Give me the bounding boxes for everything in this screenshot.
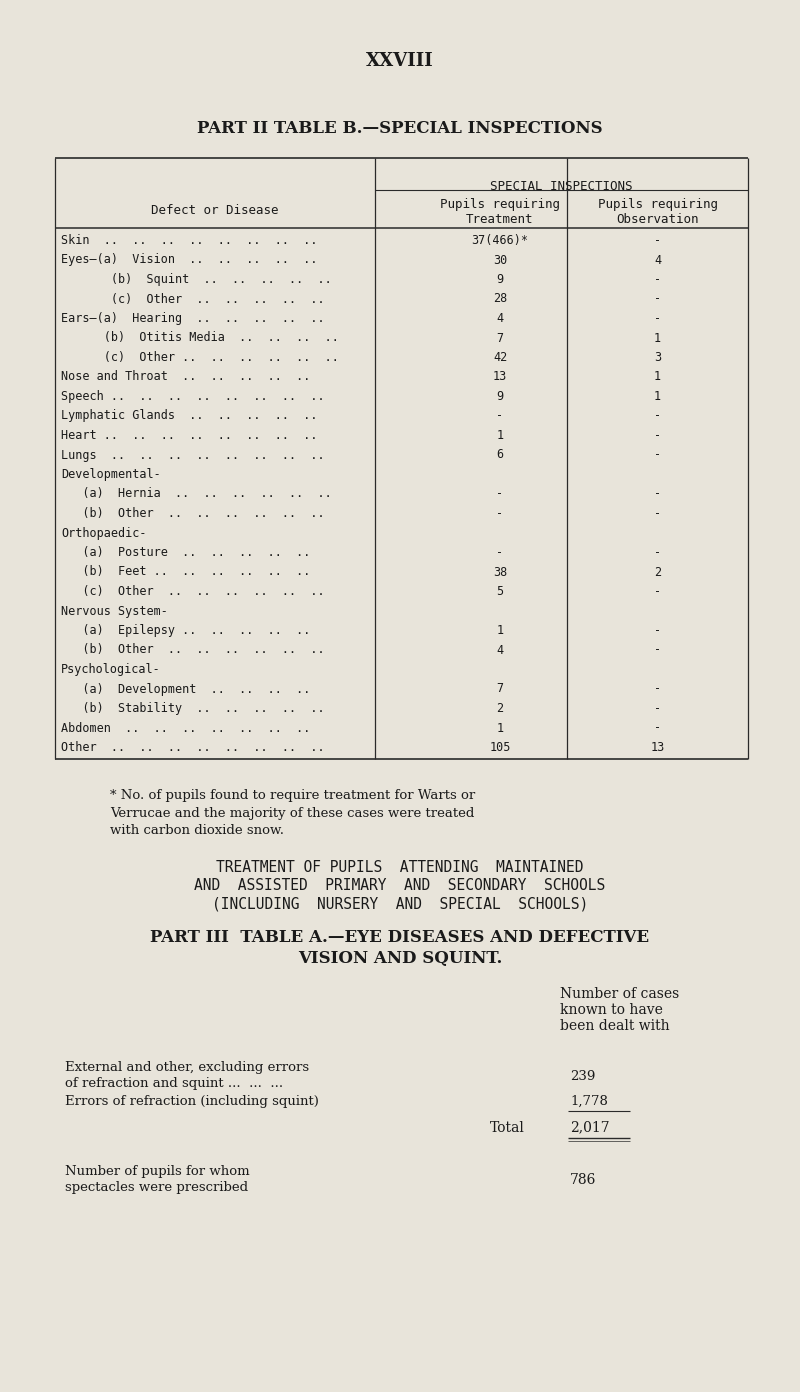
Text: 13: 13 — [650, 741, 665, 754]
Text: -: - — [654, 273, 661, 285]
Text: XXVIII: XXVIII — [366, 52, 434, 70]
Text: 4: 4 — [497, 643, 503, 657]
Text: 2: 2 — [497, 702, 503, 715]
Text: (a)  Epilepsy ..  ..  ..  ..  ..: (a) Epilepsy .. .. .. .. .. — [61, 624, 310, 638]
Text: (b)  Squint  ..  ..  ..  ..  ..: (b) Squint .. .. .. .. .. — [61, 273, 332, 285]
Text: -: - — [654, 448, 661, 462]
Text: (b)  Stability  ..  ..  ..  ..  ..: (b) Stability .. .. .. .. .. — [61, 702, 325, 715]
Text: Lymphatic Glands  ..  ..  ..  ..  ..: Lymphatic Glands .. .. .. .. .. — [61, 409, 318, 423]
Text: Ears–(a)  Hearing  ..  ..  ..  ..  ..: Ears–(a) Hearing .. .. .. .. .. — [61, 312, 325, 324]
Text: 105: 105 — [490, 741, 510, 754]
Text: 4: 4 — [654, 253, 661, 266]
Text: -: - — [654, 624, 661, 638]
Text: VISION AND SQUINT.: VISION AND SQUINT. — [298, 951, 502, 967]
Text: Defect or Disease: Defect or Disease — [151, 205, 278, 217]
Text: Number of pupils for whom: Number of pupils for whom — [65, 1165, 250, 1178]
Text: 30: 30 — [493, 253, 507, 266]
Text: (c)  Other  ..  ..  ..  ..  ..  ..: (c) Other .. .. .. .. .. .. — [61, 585, 325, 599]
Text: 28: 28 — [493, 292, 507, 305]
Text: 38: 38 — [493, 565, 507, 579]
Text: Psychological-: Psychological- — [61, 663, 161, 677]
Text: AND  ASSISTED  PRIMARY  AND  SECONDARY  SCHOOLS: AND ASSISTED PRIMARY AND SECONDARY SCHOO… — [194, 878, 606, 894]
Text: Abdomen  ..  ..  ..  ..  ..  ..  ..: Abdomen .. .. .. .. .. .. .. — [61, 721, 310, 735]
Text: Orthopaedic-: Orthopaedic- — [61, 526, 146, 540]
Text: (b)  Other  ..  ..  ..  ..  ..  ..: (b) Other .. .. .. .. .. .. — [61, 507, 325, 521]
Text: (a)  Posture  ..  ..  ..  ..  ..: (a) Posture .. .. .. .. .. — [61, 546, 310, 560]
Text: Verrucae and the majority of these cases were treated: Verrucae and the majority of these cases… — [110, 806, 474, 820]
Text: 1: 1 — [654, 331, 661, 344]
Text: -: - — [654, 234, 661, 246]
Text: 1: 1 — [497, 624, 503, 638]
Text: (b)  Feet ..  ..  ..  ..  ..  ..: (b) Feet .. .. .. .. .. .. — [61, 565, 310, 579]
Text: SPECIAL INSPECTIONS: SPECIAL INSPECTIONS — [490, 180, 633, 193]
Text: -: - — [654, 409, 661, 423]
Text: 2,017: 2,017 — [570, 1121, 610, 1134]
Text: TREATMENT OF PUPILS  ATTENDING  MAINTAINED: TREATMENT OF PUPILS ATTENDING MAINTAINED — [216, 860, 584, 876]
Text: Nervous System-: Nervous System- — [61, 604, 168, 618]
Text: 5: 5 — [497, 585, 503, 599]
Text: Eyes–(a)  Vision  ..  ..  ..  ..  ..: Eyes–(a) Vision .. .. .. .. .. — [61, 253, 318, 266]
Text: Pupils requiring
Treatment: Pupils requiring Treatment — [440, 198, 560, 226]
Text: 13: 13 — [493, 370, 507, 384]
Text: * No. of pupils found to require treatment for Warts or: * No. of pupils found to require treatme… — [110, 788, 475, 802]
Text: Other  ..  ..  ..  ..  ..  ..  ..  ..: Other .. .. .. .. .. .. .. .. — [61, 741, 325, 754]
Text: -: - — [654, 507, 661, 521]
Text: Errors of refraction (including squint): Errors of refraction (including squint) — [65, 1094, 319, 1108]
Text: 786: 786 — [570, 1173, 596, 1187]
Text: PART III  TABLE A.—EYE DISEASES AND DEFECTIVE: PART III TABLE A.—EYE DISEASES AND DEFEC… — [150, 928, 650, 945]
Text: -: - — [654, 487, 661, 501]
Text: -: - — [654, 429, 661, 443]
Text: 1: 1 — [497, 721, 503, 735]
Text: -: - — [497, 409, 503, 423]
Text: 6: 6 — [497, 448, 503, 462]
Text: Developmental-: Developmental- — [61, 468, 161, 482]
Text: 1,778: 1,778 — [570, 1094, 608, 1108]
Text: -: - — [654, 292, 661, 305]
Text: Nose and Throat  ..  ..  ..  ..  ..: Nose and Throat .. .. .. .. .. — [61, 370, 310, 384]
Text: 2: 2 — [654, 565, 661, 579]
Text: 9: 9 — [497, 390, 503, 404]
Text: spectacles were prescribed: spectacles were prescribed — [65, 1182, 248, 1194]
Text: External and other, excluding errors: External and other, excluding errors — [65, 1061, 309, 1073]
Text: 1: 1 — [497, 429, 503, 443]
Text: Heart ..  ..  ..  ..  ..  ..  ..  ..: Heart .. .. .. .. .. .. .. .. — [61, 429, 318, 443]
Text: Lungs  ..  ..  ..  ..  ..  ..  ..  ..: Lungs .. .. .. .. .. .. .. .. — [61, 448, 325, 462]
Text: -: - — [654, 585, 661, 599]
Text: -: - — [497, 546, 503, 560]
Text: (b)  Otitis Media  ..  ..  ..  ..: (b) Otitis Media .. .. .. .. — [61, 331, 339, 344]
Text: 42: 42 — [493, 351, 507, 363]
Text: 1: 1 — [654, 390, 661, 404]
Text: 4: 4 — [497, 312, 503, 324]
Text: -: - — [654, 682, 661, 696]
Text: (a)  Development  ..  ..  ..  ..: (a) Development .. .. .. .. — [61, 682, 310, 696]
Text: (c)  Other  ..  ..  ..  ..  ..: (c) Other .. .. .. .. .. — [61, 292, 325, 305]
Text: (a)  Hernia  ..  ..  ..  ..  ..  ..: (a) Hernia .. .. .. .. .. .. — [61, 487, 332, 501]
Text: 239: 239 — [570, 1069, 595, 1083]
Text: with carbon dioxide snow.: with carbon dioxide snow. — [110, 824, 284, 838]
Text: Speech ..  ..  ..  ..  ..  ..  ..  ..: Speech .. .. .. .. .. .. .. .. — [61, 390, 325, 404]
Text: -: - — [497, 487, 503, 501]
Text: 37(466)*: 37(466)* — [471, 234, 529, 246]
Text: 7: 7 — [497, 682, 503, 696]
Text: Skin  ..  ..  ..  ..  ..  ..  ..  ..: Skin .. .. .. .. .. .. .. .. — [61, 234, 318, 246]
Text: -: - — [654, 643, 661, 657]
Text: 1: 1 — [654, 370, 661, 384]
Text: Total: Total — [490, 1121, 525, 1134]
Text: PART II TABLE B.—SPECIAL INSPECTIONS: PART II TABLE B.—SPECIAL INSPECTIONS — [197, 120, 603, 136]
Text: (b)  Other  ..  ..  ..  ..  ..  ..: (b) Other .. .. .. .. .. .. — [61, 643, 325, 657]
Text: -: - — [654, 546, 661, 560]
Text: -: - — [497, 507, 503, 521]
Text: -: - — [654, 702, 661, 715]
Text: -: - — [654, 312, 661, 324]
Text: of refraction and squint ...  ...  ...: of refraction and squint ... ... ... — [65, 1077, 283, 1090]
Text: 7: 7 — [497, 331, 503, 344]
Text: Pupils requiring
Observation: Pupils requiring Observation — [598, 198, 718, 226]
Text: Number of cases
known to have
been dealt with: Number of cases known to have been dealt… — [560, 987, 679, 1033]
Text: 3: 3 — [654, 351, 661, 363]
Text: -: - — [654, 721, 661, 735]
Text: (c)  Other ..  ..  ..  ..  ..  ..: (c) Other .. .. .. .. .. .. — [61, 351, 339, 363]
Text: 9: 9 — [497, 273, 503, 285]
Text: (INCLUDING  NURSERY  AND  SPECIAL  SCHOOLS): (INCLUDING NURSERY AND SPECIAL SCHOOLS) — [212, 896, 588, 912]
